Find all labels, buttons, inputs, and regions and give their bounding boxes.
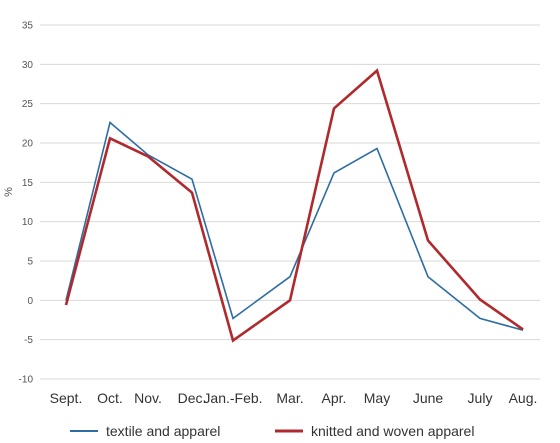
series-line-textile-and-apparel xyxy=(65,121,524,331)
x-tick-label: July xyxy=(468,390,493,406)
grid-lines xyxy=(40,24,540,380)
x-tick-label: Dec. xyxy=(178,390,207,406)
series-line-knitted-and-woven-apparel xyxy=(64,68,524,343)
y-axis-ticks: -10 -5 0 5 10 15 20 25 30 35 xyxy=(19,21,34,386)
y-tick-label: 20 xyxy=(22,139,34,150)
x-tick-label: Sept. xyxy=(50,390,83,406)
x-tick-label: Mar. xyxy=(276,390,303,406)
x-tick-label: Nov. xyxy=(134,390,162,406)
x-tick-label: May xyxy=(364,390,390,406)
y-tick-label: 35 xyxy=(22,21,34,32)
y-tick-label: -5 xyxy=(24,335,33,346)
y-tick-label: -10 xyxy=(19,375,34,386)
legend-label: knitted and woven apparel xyxy=(311,423,474,439)
x-axis-ticks: Sept. Oct. Nov. Dec.Jan.-Feb. Mar. Apr. May Jun… xyxy=(50,390,538,406)
y-tick-label: 25 xyxy=(22,99,34,110)
y-tick-label: 15 xyxy=(22,178,34,189)
y-tick-label: 10 xyxy=(22,217,34,228)
series-lines xyxy=(64,68,524,343)
x-tick-label: Jan.-Feb. xyxy=(203,390,262,406)
x-tick-label: Aug. xyxy=(509,390,538,406)
y-axis-label: % xyxy=(3,187,15,197)
legend: textile and apparel knitted and woven app… xyxy=(70,423,474,439)
y-tick-label: 30 xyxy=(22,60,34,71)
x-tick-label: Oct. xyxy=(97,390,123,406)
x-tick-label: June xyxy=(413,390,444,406)
y-tick-label: 5 xyxy=(27,257,33,268)
y-tick-label: 0 xyxy=(27,296,33,307)
legend-label: textile and apparel xyxy=(106,423,220,439)
x-tick-label: Apr. xyxy=(322,390,347,406)
